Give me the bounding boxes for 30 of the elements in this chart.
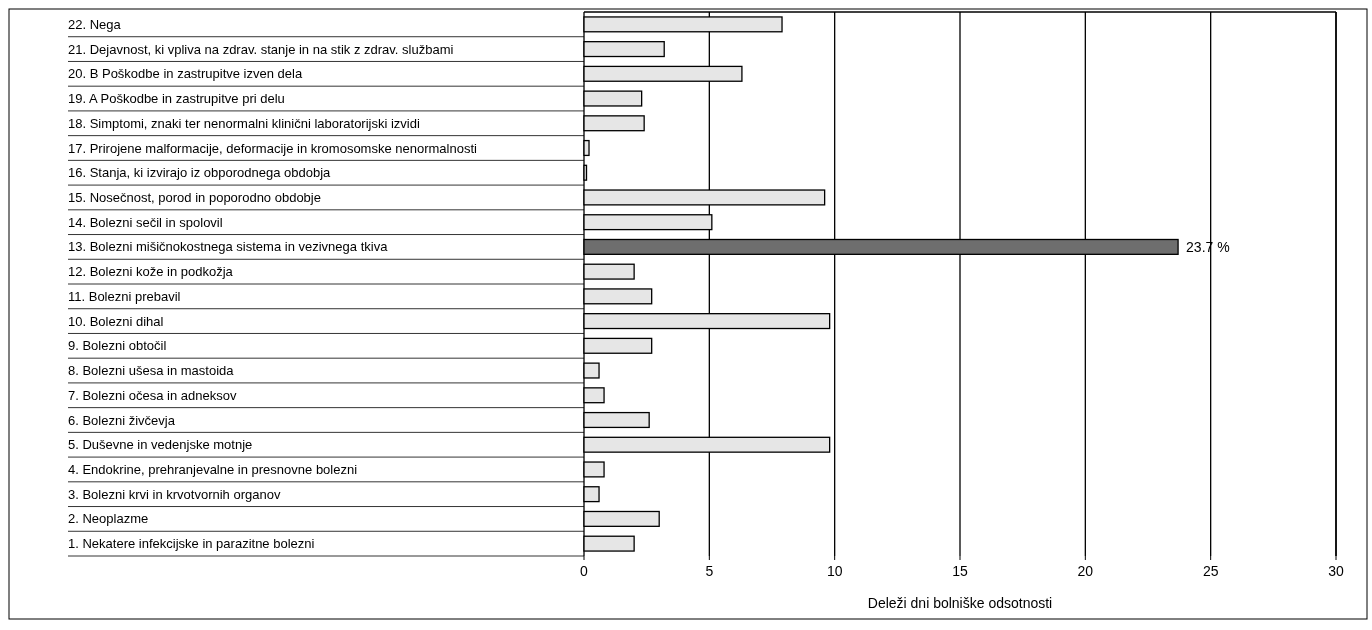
y-tick-label: 22. Nega [68, 16, 122, 32]
y-tick-label: 14. Bolezni sečil in spolovil [68, 214, 223, 230]
y-tick-label: 20. B Poškodbe in zastrupitve izven dela [68, 66, 303, 82]
y-tick-label: 7. Bolezni očesa in adneksov [68, 387, 237, 403]
y-tick-label: 6. Bolezni živčevja [68, 412, 176, 428]
y-tick-label: 16. Stanja, ki izvirajo iz obporodnega obdobja [68, 165, 332, 181]
y-tick-label: 8. Bolezni ušesa in mastoida [68, 363, 235, 379]
y-tick-label: 9. Bolezni obtočil [68, 338, 167, 354]
y-tick-label: 1. Nekatere infekcijske in parazitne bolezni [68, 536, 315, 552]
x-tick-label: 5 [705, 563, 714, 579]
y-tick-label: 2. Neoplazme [68, 511, 149, 527]
y-tick-label: 15. Nosečnost, porod in poporodno obdobje [68, 190, 321, 205]
x-tick-label: 30 [1328, 563, 1344, 579]
y-tick-label: 4. Endokrine, prehranjevalne in presnovne bolezni [68, 462, 358, 477]
x-tick-label: 15 [952, 563, 968, 579]
x-tick-label: 25 [1202, 563, 1219, 579]
x-tick-label: 20 [1077, 563, 1094, 579]
y-tick-label: 12. Bolezni kože in podkožja [68, 264, 234, 280]
y-tick-label: 18. Simptomi, znaki ter nenormalni klinični laboratorijski izvidi [68, 115, 420, 131]
x-tick-label: 10 [826, 563, 843, 579]
y-tick-label: 3. Bolezni krvi in krvotvornih organov [68, 486, 281, 502]
x-tick-label: 0 [580, 563, 589, 579]
y-tick-label: 19. A Poškodbe in zastrupitve pri delu [68, 91, 285, 107]
y-tick-label: 5. Duševne in vedenjske motnje [68, 437, 253, 453]
y-tick-label: 17. Prirojene malformacije, deformacije in kromosomske nenormalnosti [68, 140, 478, 156]
x-axis-title: Deleži dni bolniške odsotnosti [867, 595, 1053, 611]
y-tick-label: 21. Dejavnost, ki vpliva na zdrav. stanje in na stik z zdrav. službami [68, 41, 454, 57]
y-tick-label: 10. Bolezni dihal [68, 313, 164, 329]
y-tick-label: 11. Bolezni prebavil [68, 288, 181, 304]
y-tick-label: 13. Bolezni mišičnokostnega sistema in vezivnega tkiva [68, 239, 389, 255]
